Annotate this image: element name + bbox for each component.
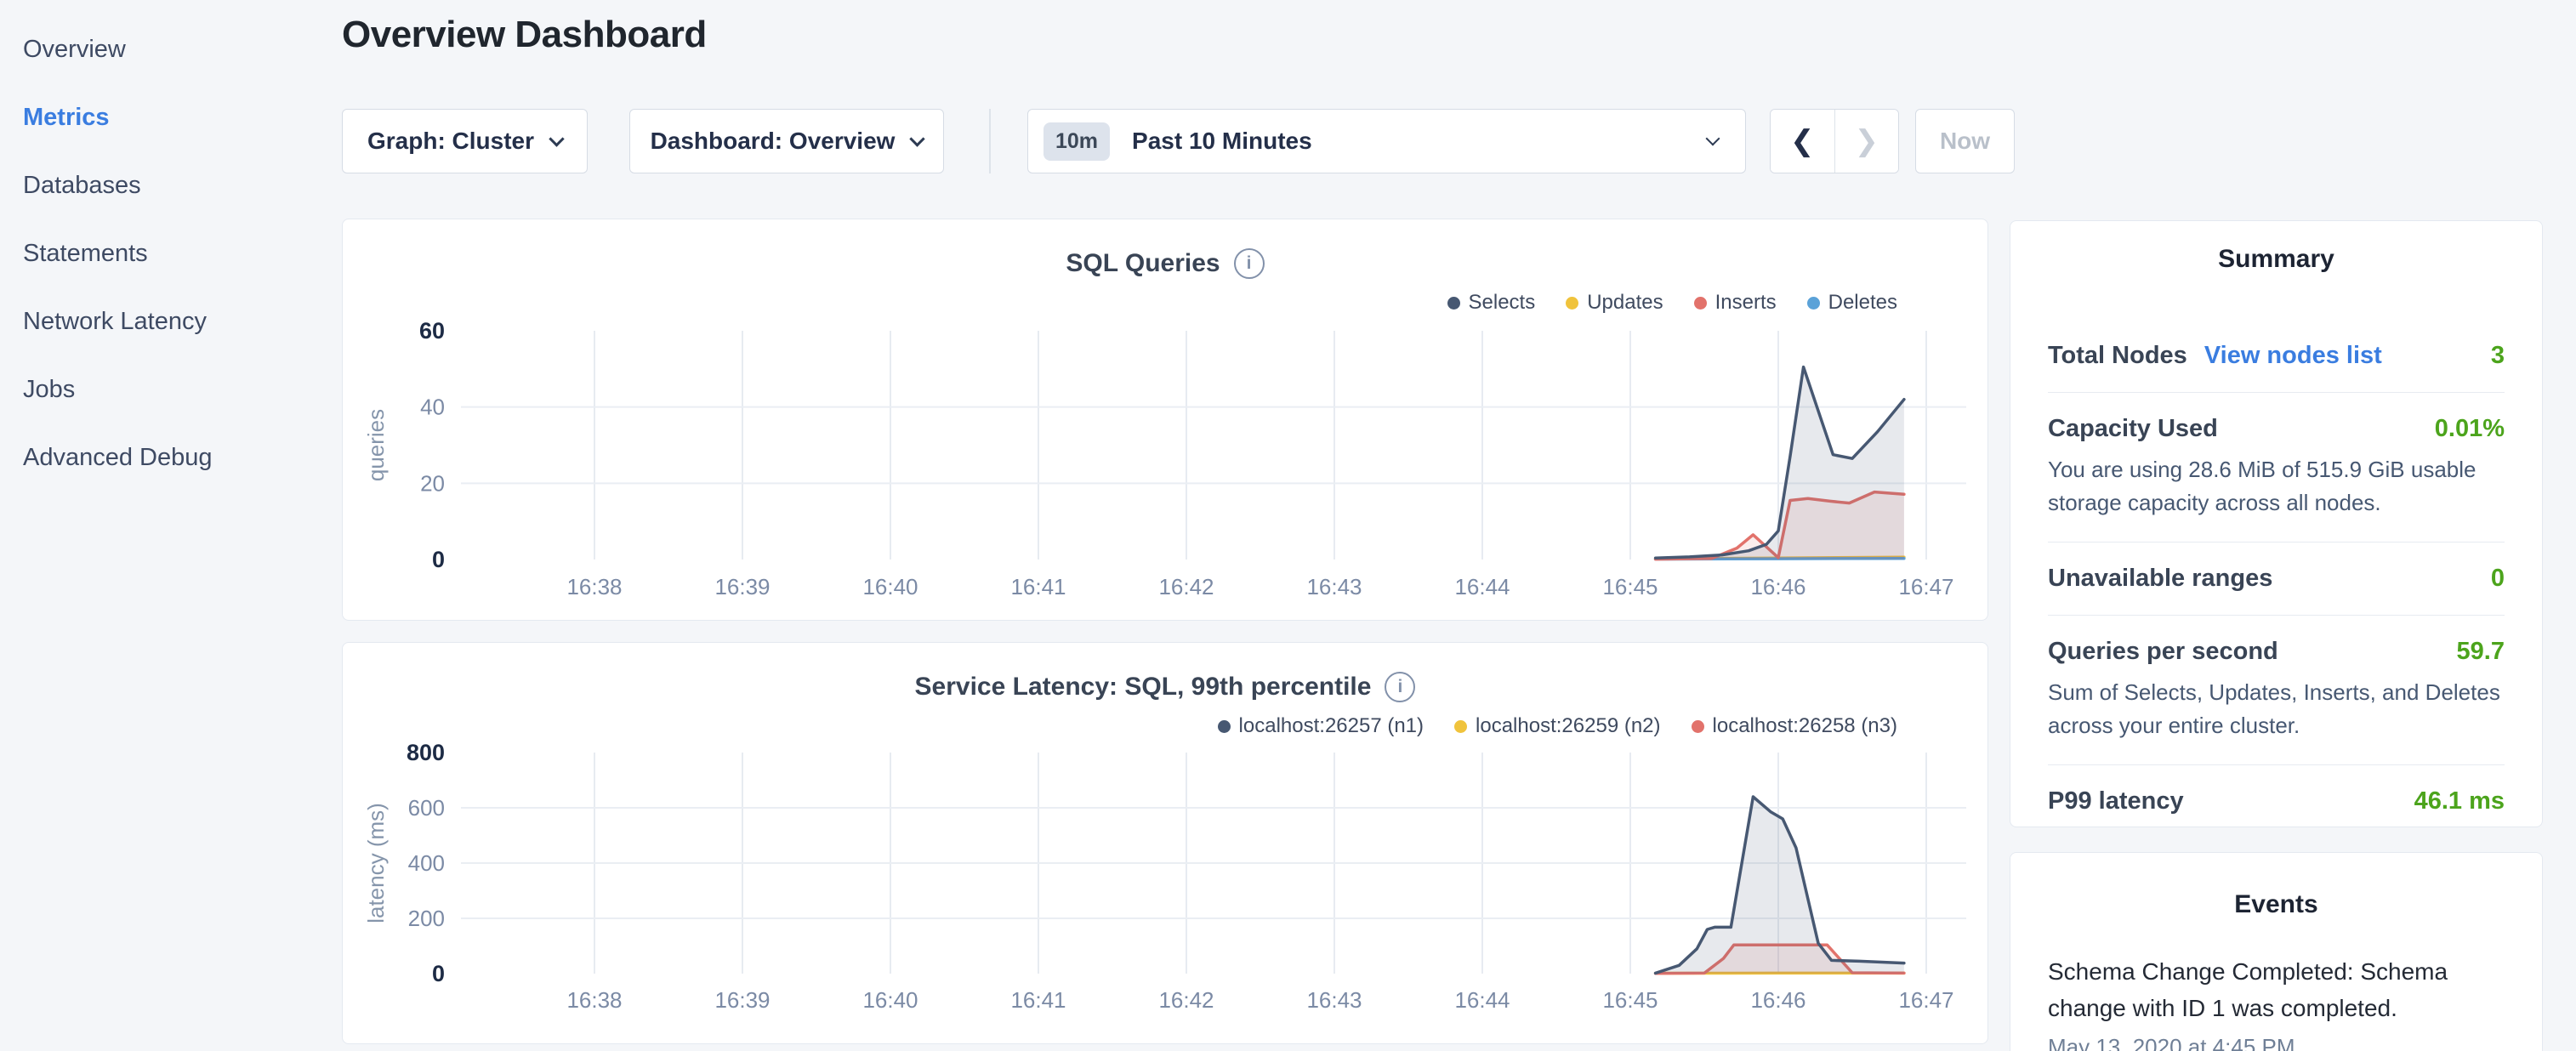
- y-axis-tick-label: 400: [408, 850, 445, 876]
- p99-latency-value: 46.1 ms: [2414, 787, 2505, 815]
- graph-dropdown-label: Graph: Cluster: [367, 128, 534, 155]
- x-axis-tick-label: 16:38: [566, 574, 622, 599]
- x-axis-tick-label: 16:45: [1602, 574, 1658, 599]
- x-axis-tick-label: 16:44: [1454, 574, 1510, 599]
- time-step-group: ❮ ❯: [1770, 109, 1899, 173]
- x-axis-tick-label: 16:39: [714, 987, 770, 1013]
- time-range-label: Past 10 Minutes: [1132, 128, 1312, 155]
- events-panel: Events Schema Change Completed: Schema c…: [2010, 852, 2543, 1051]
- total-nodes-value: 3: [2491, 342, 2505, 370]
- sidebar-item-statements[interactable]: Statements: [0, 219, 340, 287]
- sidebar-item-overview[interactable]: Overview: [0, 15, 340, 83]
- summary-panel: Summary Total Nodes View nodes list 3 Ca…: [2010, 220, 2543, 827]
- event-text: Schema Change Completed: Schema change w…: [2048, 953, 2505, 1027]
- unavailable-ranges-value: 0: [2491, 565, 2505, 593]
- sidebar: OverviewMetricsDatabasesStatementsNetwor…: [0, 0, 340, 1051]
- y-axis-tick-label: 40: [420, 395, 445, 420]
- y-axis-tick-label: 200: [408, 906, 445, 931]
- x-axis-tick-label: 16:39: [714, 574, 770, 599]
- qps-value: 59.7: [2457, 638, 2505, 666]
- x-axis-tick-label: 16:47: [1898, 987, 1953, 1013]
- events-heading: Events: [2048, 890, 2505, 919]
- divider: [989, 109, 991, 173]
- x-axis-tick-label: 16:47: [1898, 574, 1953, 599]
- qps-label: Queries per second: [2048, 638, 2278, 666]
- page-title: Overview Dashboard: [342, 14, 707, 56]
- time-range-selector[interactable]: 10m Past 10 Minutes: [1027, 109, 1746, 173]
- x-axis-tick-label: 16:46: [1750, 987, 1805, 1013]
- x-axis-tick-label: 16:43: [1306, 574, 1362, 599]
- summary-row-p99: P99 latency 46.1 ms: [2048, 765, 2505, 827]
- x-axis-tick-label: 16:42: [1158, 574, 1214, 599]
- x-axis-tick-label: 16:41: [1010, 987, 1066, 1013]
- sidebar-item-metrics[interactable]: Metrics: [0, 83, 340, 151]
- chevron-left-icon: ❮: [1790, 124, 1815, 158]
- summary-row-qps: Queries per second 59.7 Sum of Selects, …: [2048, 616, 2505, 765]
- dashboard-dropdown[interactable]: Dashboard: Overview: [629, 109, 944, 173]
- y-axis-tick-label: 60: [419, 318, 445, 344]
- x-axis-tick-label: 16:41: [1010, 574, 1066, 599]
- service-latency-chart-card: Service Latency: SQL, 99th percentile i …: [342, 642, 1988, 1044]
- x-axis-tick-label: 16:38: [566, 987, 622, 1013]
- next-time-button[interactable]: ❯: [1834, 110, 1899, 173]
- sql-queries-chart-card: SQL Queries i SelectsUpdatesInsertsDelet…: [342, 219, 1988, 621]
- prev-time-button[interactable]: ❮: [1771, 110, 1834, 173]
- qps-subtext: Sum of Selects, Updates, Inserts, and De…: [2048, 676, 2505, 742]
- sidebar-item-databases[interactable]: Databases: [0, 151, 340, 219]
- chevron-down-icon: [1706, 132, 1720, 146]
- y-axis-tick-label: 20: [420, 470, 445, 496]
- x-axis-tick-label: 16:44: [1454, 987, 1510, 1013]
- event-timestamp: May 13, 2020 at 4:45 PM: [2048, 1034, 2505, 1051]
- chevron-down-icon: [910, 131, 925, 146]
- y-axis-tick-label: 600: [408, 795, 445, 821]
- capacity-used-label: Capacity Used: [2048, 415, 2218, 443]
- total-nodes-label: Total Nodes: [2048, 342, 2187, 370]
- x-axis-tick-label: 16:45: [1602, 987, 1658, 1013]
- p99-latency-label: P99 latency: [2048, 787, 2184, 815]
- x-axis-tick-label: 16:46: [1750, 574, 1805, 599]
- x-axis-tick-label: 16:40: [862, 987, 918, 1013]
- y-axis-title: latency (ms): [363, 803, 389, 923]
- y-axis-tick-label: 800: [407, 740, 445, 765]
- page: OverviewMetricsDatabasesStatementsNetwor…: [0, 0, 2576, 1051]
- time-window-badge: 10m: [1043, 122, 1110, 161]
- sidebar-item-advanced-debug[interactable]: Advanced Debug: [0, 423, 340, 491]
- x-axis-tick-label: 16:40: [862, 574, 918, 599]
- chart-canvas[interactable]: 16:38 16:39 16:40 16:41 16:42 16:43 16:44 16:45…: [343, 219, 1989, 622]
- y-axis-tick-label: 0: [432, 547, 445, 572]
- x-axis-tick-label: 16:42: [1158, 987, 1214, 1013]
- summary-row-unavailable-ranges: Unavailable ranges 0: [2048, 543, 2505, 616]
- series-fill: [1656, 797, 1904, 974]
- y-axis-title: queries: [363, 409, 389, 481]
- x-axis-tick-label: 16:43: [1306, 987, 1362, 1013]
- chevron-down-icon: [549, 131, 564, 146]
- view-nodes-link[interactable]: View nodes list: [2204, 342, 2382, 370]
- summary-heading: Summary: [2048, 245, 2505, 274]
- dashboard-dropdown-label: Dashboard: Overview: [651, 128, 896, 155]
- unavailable-ranges-label: Unavailable ranges: [2048, 565, 2272, 593]
- capacity-used-value: 0.01%: [2435, 415, 2505, 443]
- sidebar-item-jobs[interactable]: Jobs: [0, 355, 340, 423]
- now-button[interactable]: Now: [1915, 109, 2015, 173]
- graph-dropdown[interactable]: Graph: Cluster: [342, 109, 588, 173]
- chart-canvas[interactable]: 16:38 16:39 16:40 16:41 16:42 16:43 16:44 16:45…: [343, 643, 1989, 1045]
- chevron-right-icon: ❯: [1855, 124, 1879, 158]
- summary-row-total-nodes: Total Nodes View nodes list 3: [2048, 320, 2505, 393]
- y-axis-tick-label: 0: [432, 961, 445, 986]
- capacity-used-subtext: You are using 28.6 MiB of 515.9 GiB usab…: [2048, 453, 2505, 520]
- sidebar-item-network-latency[interactable]: Network Latency: [0, 287, 340, 355]
- summary-row-capacity: Capacity Used 0.01% You are using 28.6 M…: [2048, 393, 2505, 543]
